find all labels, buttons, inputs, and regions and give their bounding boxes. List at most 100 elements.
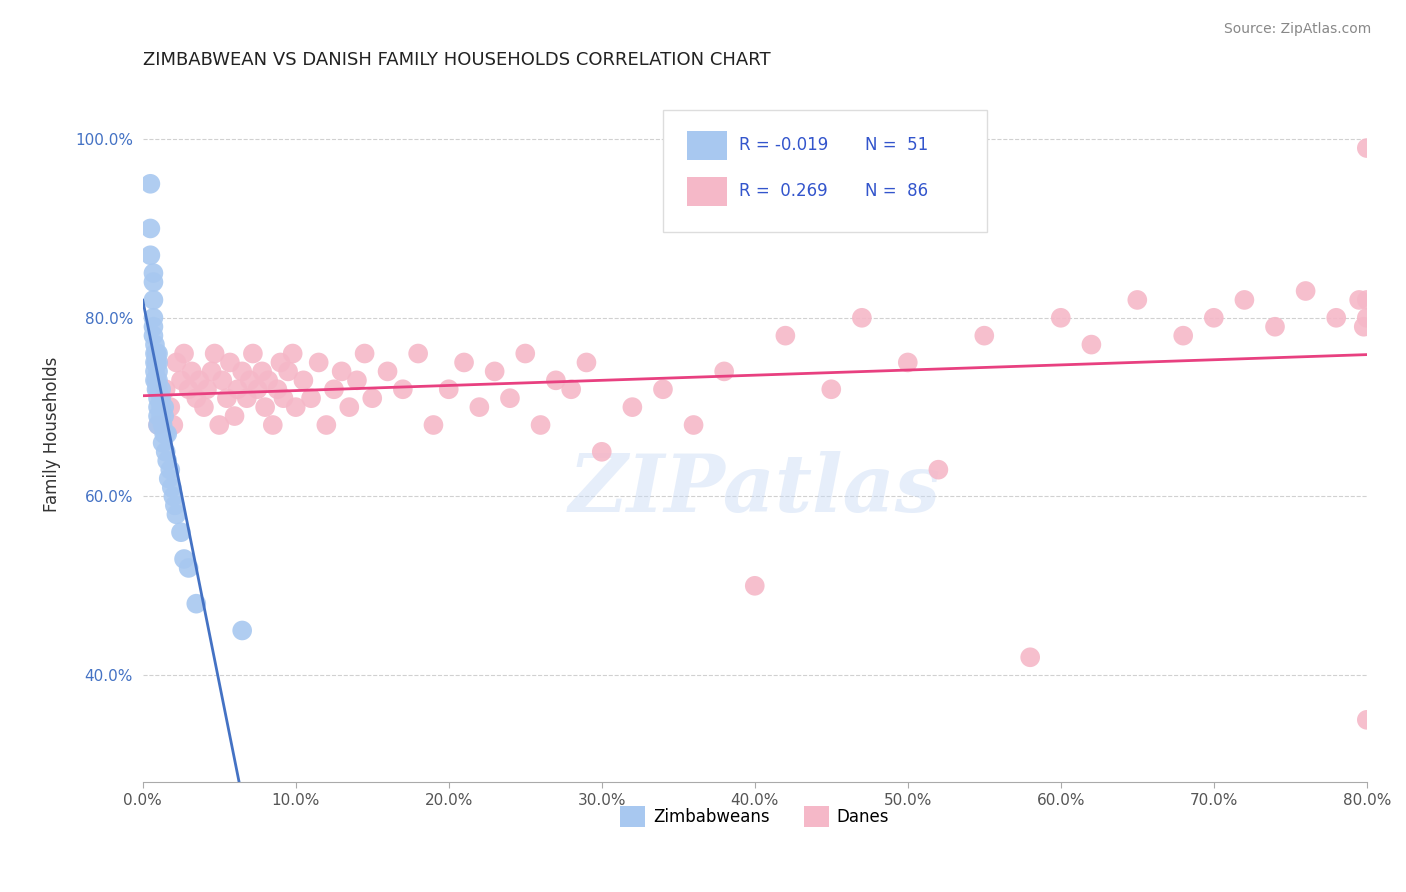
- Point: [165, 355, 187, 369]
- Point: [377, 364, 399, 378]
- Point: [165, 508, 187, 522]
- Point: [170, 373, 193, 387]
- Text: N =  51: N = 51: [865, 136, 928, 153]
- Point: [973, 328, 995, 343]
- Point: [323, 382, 346, 396]
- Point: [150, 409, 173, 423]
- Point: [499, 391, 522, 405]
- Point: [591, 445, 613, 459]
- Point: [744, 579, 766, 593]
- Bar: [688, 131, 727, 160]
- Point: [257, 373, 280, 387]
- Point: [277, 364, 299, 378]
- Point: [682, 417, 704, 432]
- Point: [315, 417, 337, 432]
- Point: [1355, 141, 1378, 155]
- Point: [330, 364, 353, 378]
- Point: [219, 355, 242, 369]
- Point: [851, 310, 873, 325]
- Point: [1173, 328, 1195, 343]
- Bar: [688, 177, 727, 206]
- Point: [195, 382, 218, 396]
- Point: [231, 364, 253, 378]
- Point: [575, 355, 598, 369]
- Point: [269, 355, 291, 369]
- Point: [139, 221, 162, 235]
- Point: [713, 364, 735, 378]
- Point: [254, 400, 277, 414]
- Point: [1049, 310, 1071, 325]
- Point: [1019, 650, 1042, 665]
- Point: [153, 409, 176, 423]
- Point: [231, 624, 253, 638]
- Point: [150, 391, 173, 405]
- Point: [515, 346, 537, 360]
- Point: [145, 382, 167, 396]
- Point: [139, 177, 162, 191]
- Point: [188, 373, 211, 387]
- Point: [1233, 293, 1256, 307]
- Point: [153, 400, 176, 414]
- Point: [560, 382, 582, 396]
- Point: [437, 382, 460, 396]
- Point: [145, 355, 167, 369]
- Text: ZIPatlas: ZIPatlas: [568, 451, 941, 528]
- Point: [236, 391, 259, 405]
- Point: [1295, 284, 1317, 298]
- Point: [142, 319, 165, 334]
- Point: [1355, 310, 1378, 325]
- Point: [337, 400, 360, 414]
- Point: [468, 400, 491, 414]
- Point: [143, 355, 166, 369]
- Text: R = -0.019: R = -0.019: [740, 136, 828, 153]
- Point: [139, 248, 162, 262]
- Point: [250, 364, 273, 378]
- Point: [652, 382, 675, 396]
- Point: [820, 382, 842, 396]
- Point: [145, 346, 167, 360]
- Point: [273, 391, 295, 405]
- Point: [392, 382, 415, 396]
- Point: [193, 400, 215, 414]
- Point: [1202, 310, 1225, 325]
- Point: [146, 409, 169, 423]
- Point: [153, 426, 176, 441]
- Point: [143, 373, 166, 387]
- Point: [484, 364, 506, 378]
- Point: [155, 445, 177, 459]
- Point: [775, 328, 797, 343]
- Point: [208, 417, 231, 432]
- Point: [143, 346, 166, 360]
- Point: [146, 391, 169, 405]
- Point: [621, 400, 644, 414]
- Point: [215, 391, 238, 405]
- Point: [224, 409, 246, 423]
- Point: [143, 364, 166, 378]
- Point: [299, 391, 322, 405]
- Point: [142, 310, 165, 325]
- Text: Source: ZipAtlas.com: Source: ZipAtlas.com: [1223, 22, 1371, 37]
- Point: [160, 481, 183, 495]
- Point: [163, 499, 186, 513]
- Point: [200, 364, 222, 378]
- Point: [177, 561, 200, 575]
- Point: [146, 382, 169, 396]
- Point: [422, 417, 444, 432]
- Point: [353, 346, 375, 360]
- Point: [180, 364, 202, 378]
- Point: [1126, 293, 1149, 307]
- Text: R =  0.269: R = 0.269: [740, 182, 828, 200]
- Text: N =  86: N = 86: [865, 182, 928, 200]
- Point: [529, 417, 551, 432]
- Point: [927, 463, 949, 477]
- Point: [142, 266, 165, 280]
- Point: [242, 346, 264, 360]
- Point: [150, 382, 173, 396]
- Point: [155, 382, 177, 396]
- Point: [150, 400, 173, 414]
- Text: ZIMBABWEAN VS DANISH FAMILY HOUSEHOLDS CORRELATION CHART: ZIMBABWEAN VS DANISH FAMILY HOUSEHOLDS C…: [143, 51, 770, 69]
- Point: [1355, 713, 1378, 727]
- Legend: Zimbabweans, Danes: Zimbabweans, Danes: [613, 799, 896, 833]
- Point: [1264, 319, 1286, 334]
- Point: [159, 463, 181, 477]
